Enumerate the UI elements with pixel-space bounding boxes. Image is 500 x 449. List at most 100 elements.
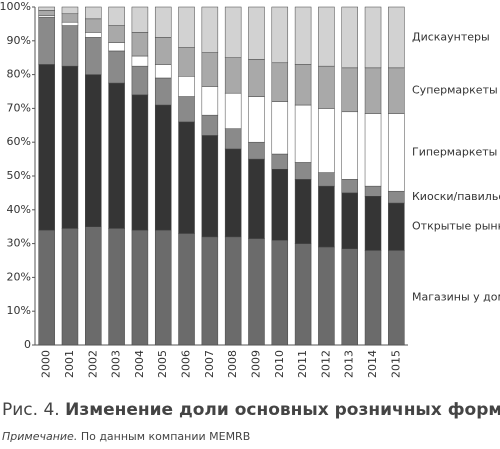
bar-segment — [388, 113, 405, 192]
bar-segment — [154, 6, 172, 38]
caption-label: Рис. 4. — [2, 400, 60, 420]
x-tick-label: 2002 — [86, 350, 99, 378]
bar-segment — [271, 153, 289, 170]
legend-label: Гипермаркеты — [412, 145, 497, 158]
note: Примечание. По данным компании MEMRB — [2, 430, 250, 443]
bar-segment — [388, 190, 405, 204]
x-tick-label: 2009 — [249, 350, 262, 378]
bar-segment — [294, 64, 312, 106]
y-tick-label: 10% — [7, 304, 31, 317]
bar-segment — [131, 229, 149, 346]
bar-segment — [38, 15, 55, 18]
bar-segment — [248, 6, 265, 60]
bar-segment — [294, 243, 312, 346]
bar-segment — [364, 67, 382, 114]
bar-segment — [108, 228, 125, 346]
bar-segment — [341, 67, 358, 113]
bar-segment — [131, 32, 149, 57]
legend-label: Супермаркеты — [412, 84, 498, 97]
bar-segment — [85, 37, 102, 75]
y-tick-label: 70% — [7, 101, 31, 114]
bar-segment — [388, 67, 405, 114]
bar-segment — [154, 64, 172, 79]
bar-segment — [271, 101, 289, 155]
bar-segment — [201, 6, 219, 53]
bar-segment — [61, 228, 79, 346]
bar-segment — [364, 196, 382, 251]
x-tick-label: 2000 — [40, 350, 53, 378]
bar-segment — [248, 141, 265, 160]
bar-segment — [318, 246, 335, 346]
bar-segment — [178, 47, 195, 77]
chart: 0 10% 20% 30% 40% 50% 60% 70% 80% 90% 100% 2000 2001… — [0, 0, 500, 378]
bar-segment — [108, 82, 125, 229]
bar-segment — [178, 96, 195, 123]
bar-segment — [318, 172, 335, 187]
bar-segment — [364, 185, 382, 197]
bar-segment — [388, 202, 405, 251]
x-tick-label: 2007 — [203, 350, 216, 378]
y-tick-label: 90% — [7, 34, 31, 47]
bar-segment — [224, 236, 242, 346]
y-tick-label: 80% — [7, 68, 31, 81]
x-tick-label: 2014 — [366, 350, 379, 378]
bar-segment — [224, 128, 242, 150]
bar-segment — [341, 111, 358, 180]
note-text: По данным компании MEMRB — [80, 430, 251, 443]
legend-label: Открытые рынки — [412, 220, 500, 233]
bar-segment — [131, 94, 149, 231]
bar-segment — [154, 37, 172, 65]
bar-segment — [341, 179, 358, 194]
bar-segment — [85, 18, 102, 33]
bar-segment — [201, 114, 219, 136]
bar-segment — [201, 135, 219, 238]
x-tick-label: 2010 — [273, 350, 286, 378]
bar-segment — [318, 6, 335, 67]
bar-segment — [318, 108, 335, 173]
bar-segment — [294, 179, 312, 244]
bar-segment — [271, 239, 289, 346]
bar-segment — [271, 168, 289, 241]
bar-segment — [38, 229, 55, 346]
bar-segment — [38, 10, 55, 16]
bar-segment — [341, 192, 358, 249]
x-tick-label: 2001 — [63, 350, 76, 378]
bar-segment — [85, 74, 102, 227]
note-label: Примечание. — [2, 430, 78, 443]
legend-label: Магазины у дома — [412, 291, 500, 304]
bar-segment — [108, 25, 125, 43]
bar-segment — [388, 6, 405, 69]
bar-segment — [85, 6, 102, 20]
bar-segment — [248, 238, 265, 346]
x-tick-label: 2015 — [389, 350, 402, 378]
bar-segment — [318, 185, 335, 248]
bar-segment — [248, 96, 265, 143]
x-tick-label: 2012 — [319, 350, 332, 378]
legend-label: Дискаунтеры — [412, 30, 490, 43]
bar-segment — [318, 65, 335, 109]
bar-segment — [61, 21, 79, 26]
caption: Рис. 4. Изменение доли основных розничны… — [2, 400, 500, 420]
bar-segment — [224, 6, 242, 58]
bar-segment — [364, 6, 382, 69]
bar-segment — [178, 6, 195, 48]
bar-segment — [61, 65, 79, 229]
bar-segment — [364, 113, 382, 187]
bar-segment — [131, 6, 149, 33]
y-tick-label: 30% — [7, 237, 31, 250]
bar-segment — [108, 42, 125, 52]
bar-segment — [201, 86, 219, 116]
bar-segment — [178, 76, 195, 97]
bar-segment — [61, 6, 79, 15]
y-tick-label: 60% — [7, 135, 31, 148]
bar-segment — [108, 50, 125, 84]
bar-segment — [294, 6, 312, 65]
bar-segment — [248, 158, 265, 239]
bar-segment — [341, 6, 358, 69]
x-tick-label: 2011 — [296, 350, 309, 378]
bar-segment — [38, 6, 55, 11]
y-tick-label: 40% — [7, 203, 31, 216]
y-tick-label: 50% — [7, 169, 31, 182]
bar-segment — [108, 6, 125, 26]
bar-segment — [154, 104, 172, 231]
